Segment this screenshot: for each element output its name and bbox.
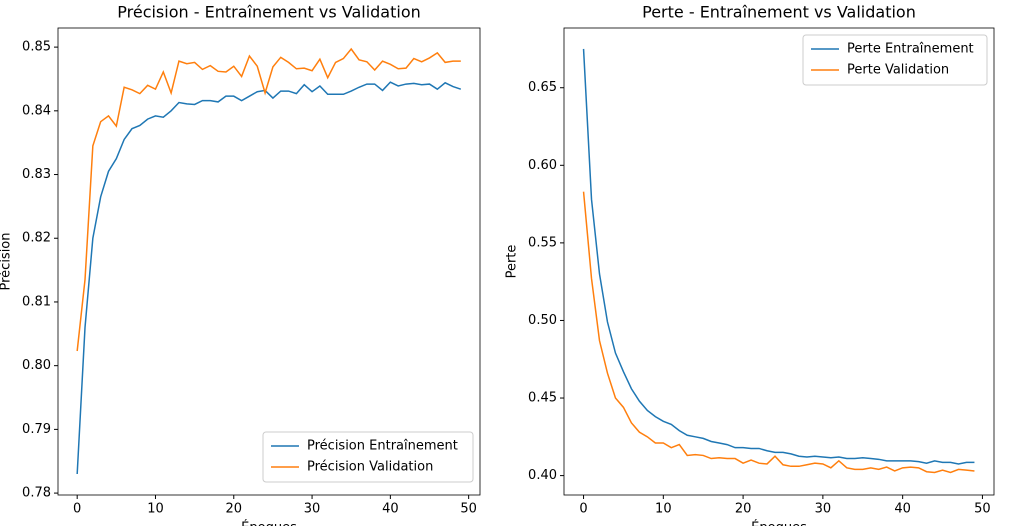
x-tick-label: 0: [73, 502, 81, 517]
legend-box: [802, 34, 988, 86]
x-tick-label: 20: [225, 502, 242, 517]
x-tick-label: 0: [579, 502, 587, 517]
x-tick-label: 40: [382, 502, 399, 517]
y-tick-label: 0.60: [528, 158, 557, 173]
y-tick-label: 0.45: [528, 391, 557, 406]
x-tick-label: 50: [974, 502, 991, 517]
x-tick-label: 30: [815, 502, 832, 517]
data-line: [76, 81, 462, 475]
data-line: [582, 48, 975, 465]
x-tick-label: 40: [894, 502, 911, 517]
x-axis-label: Époques: [751, 520, 807, 526]
y-tick-label: 0.80: [22, 358, 51, 373]
y-tick-label: 0.83: [22, 167, 51, 182]
y-tick-label: 0.82: [22, 231, 51, 246]
y-tick-label: 0.78: [22, 486, 51, 501]
legend: Précision Entraînement Précision Validati…: [262, 431, 474, 483]
y-axis-label: Perte: [505, 245, 520, 279]
legend-label: Perte Validation: [847, 63, 949, 78]
legend-label: Précision Validation: [307, 460, 433, 475]
x-tick-label: 50: [460, 502, 477, 517]
data-line: [582, 191, 975, 474]
y-tick-label: 0.79: [22, 422, 51, 437]
x-tick-label: 30: [304, 502, 321, 517]
legend-box: [262, 431, 474, 483]
x-axis-label: Époques: [241, 520, 297, 526]
plot-area: [563, 27, 995, 496]
y-tick-label: 0.84: [22, 103, 51, 118]
x-tick-label: 10: [655, 502, 672, 517]
y-tick-label: 0.81: [22, 294, 51, 309]
legend: Perte Entraînement Perte Validation: [802, 34, 988, 86]
plot-area: [57, 27, 481, 496]
x-tick-label: 10: [147, 502, 164, 517]
y-tick-label: 0.55: [528, 235, 557, 250]
y-tick-label: 0.65: [528, 80, 557, 95]
legend-label: Perte Entraînement: [847, 42, 974, 57]
y-axis-label: Précision: [0, 232, 14, 290]
legend-label: Précision Entraînement: [307, 439, 458, 454]
y-tick-label: 0.50: [528, 313, 557, 328]
chart-title: Précision - Entraînement vs Validation: [117, 3, 421, 22]
data-line: [76, 47, 461, 352]
y-tick-label: 0.40: [528, 468, 557, 483]
y-tick-label: 0.85: [22, 40, 51, 55]
chart-title: Perte - Entraînement vs Validation: [642, 3, 916, 22]
x-tick-label: 20: [735, 502, 752, 517]
